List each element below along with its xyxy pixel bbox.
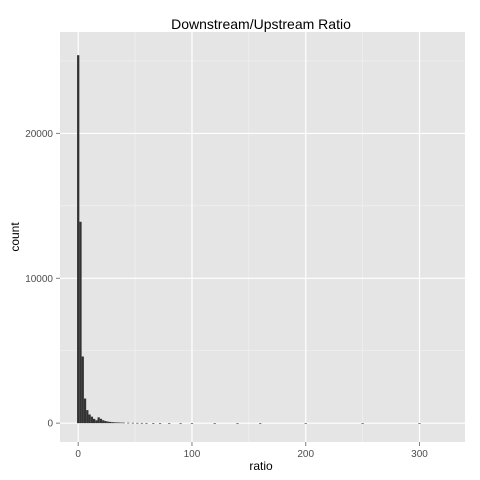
histogram-bar bbox=[113, 422, 116, 424]
chart-title: Downstream/Upstream Ratio bbox=[171, 16, 351, 32]
histogram-bar bbox=[104, 420, 107, 424]
histogram-bar bbox=[120, 422, 123, 424]
x-tick-label: 200 bbox=[297, 449, 314, 460]
histogram-bar bbox=[102, 420, 105, 424]
y-tick-label: 20000 bbox=[25, 129, 53, 140]
x-axis-ticks: 0 100 200 300 bbox=[75, 442, 428, 460]
histogram-bar bbox=[88, 414, 91, 424]
histogram-bar bbox=[79, 221, 82, 424]
y-axis-title: count bbox=[8, 222, 22, 252]
x-tick-label: 300 bbox=[411, 449, 428, 460]
histogram-bar bbox=[152, 422, 155, 424]
plot-panel bbox=[60, 32, 465, 442]
histogram-bars bbox=[77, 55, 421, 424]
histogram-bar bbox=[190, 423, 194, 424]
histogram-bar bbox=[90, 416, 93, 424]
histogram-bar bbox=[361, 423, 364, 424]
histogram-bar bbox=[115, 422, 119, 424]
minor-gridlines bbox=[60, 32, 465, 442]
histogram-bar bbox=[77, 55, 80, 424]
histogram-bar bbox=[145, 422, 148, 424]
histogram-bar bbox=[304, 423, 307, 424]
histogram-bar bbox=[122, 422, 125, 424]
histogram-bar bbox=[259, 423, 262, 424]
histogram-bar bbox=[136, 422, 139, 424]
histogram-bar bbox=[158, 423, 162, 424]
histogram-bar bbox=[118, 422, 121, 424]
histogram-bar bbox=[106, 421, 109, 424]
histogram-bar bbox=[86, 410, 89, 424]
histogram-bar bbox=[95, 420, 98, 424]
histogram-bar bbox=[140, 422, 144, 424]
x-tick-label: 0 bbox=[75, 449, 81, 460]
histogram-bar bbox=[92, 418, 96, 424]
histogram-bar bbox=[131, 422, 134, 424]
histogram-bar bbox=[97, 417, 100, 424]
histogram-bar bbox=[213, 423, 216, 424]
histogram-bar bbox=[179, 423, 182, 424]
histogram-bar bbox=[111, 422, 114, 424]
histogram-bar bbox=[127, 422, 130, 424]
histogram-bar bbox=[108, 421, 112, 424]
histogram-bar bbox=[81, 356, 84, 424]
histogram-bar bbox=[236, 423, 239, 424]
x-tick-label: 100 bbox=[184, 449, 201, 460]
x-axis-title: ratio bbox=[249, 459, 273, 473]
histogram-bar bbox=[168, 423, 171, 424]
histogram-bar bbox=[83, 398, 87, 424]
y-tick-label: 10000 bbox=[25, 274, 53, 285]
y-tick-label: 0 bbox=[47, 419, 53, 430]
histogram-bar bbox=[418, 423, 421, 424]
histogram-bar bbox=[99, 418, 103, 424]
y-axis-ticks: 0 10000 20000 bbox=[25, 129, 60, 430]
